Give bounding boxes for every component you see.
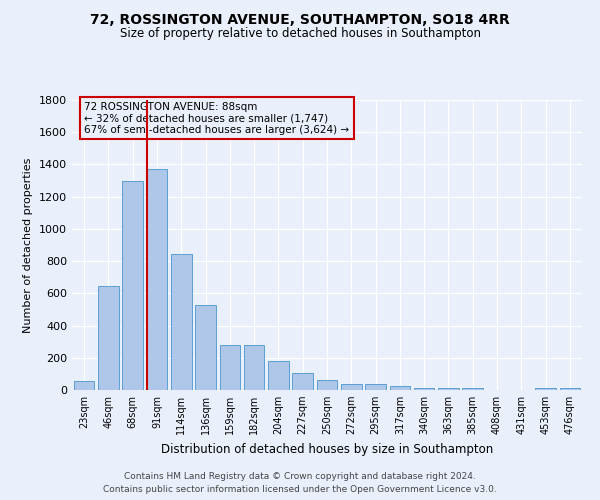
Bar [414,388,434,390]
Bar [317,380,337,390]
Text: Size of property relative to detached houses in Southampton: Size of property relative to detached ho… [119,28,481,40]
Bar [292,373,313,390]
Bar [220,345,240,390]
Bar [74,381,94,390]
Bar [438,388,459,390]
Bar [195,306,216,390]
Text: 72 ROSSINGTON AVENUE: 88sqm
← 32% of detached houses are smaller (1,747)
67% of : 72 ROSSINGTON AVENUE: 88sqm ← 32% of det… [85,102,350,135]
X-axis label: Distribution of detached houses by size in Southampton: Distribution of detached houses by size … [161,442,493,456]
Bar [560,388,580,390]
Text: Contains public sector information licensed under the Open Government Licence v3: Contains public sector information licen… [103,485,497,494]
Bar [171,254,191,390]
Bar [389,386,410,390]
Text: Contains HM Land Registry data © Crown copyright and database right 2024.: Contains HM Land Registry data © Crown c… [124,472,476,481]
Bar [463,388,483,390]
Bar [365,384,386,390]
Bar [146,170,167,390]
Bar [268,362,289,390]
Y-axis label: Number of detached properties: Number of detached properties [23,158,34,332]
Bar [341,384,362,390]
Bar [535,388,556,390]
Text: 72, ROSSINGTON AVENUE, SOUTHAMPTON, SO18 4RR: 72, ROSSINGTON AVENUE, SOUTHAMPTON, SO18… [90,12,510,26]
Bar [98,286,119,390]
Bar [244,345,265,390]
Bar [122,180,143,390]
